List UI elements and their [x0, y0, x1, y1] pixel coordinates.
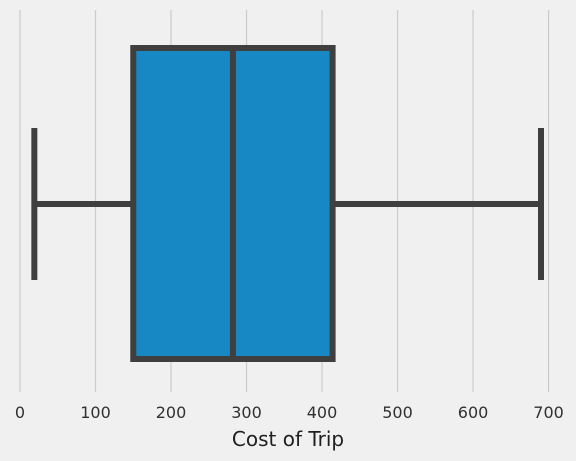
- x-tick-label-600: 600: [458, 403, 489, 422]
- x-tick-label-500: 500: [382, 403, 413, 422]
- x-tick-label-400: 400: [307, 403, 338, 422]
- x-tick-label-0: 0: [15, 403, 25, 422]
- boxplot: [31, 45, 544, 362]
- x-tick-labels: 0 100 200 300 400 500 600 700: [15, 403, 564, 422]
- x-tick-label-200: 200: [156, 403, 187, 422]
- x-tick-label-700: 700: [533, 403, 564, 422]
- x-axis-label: Cost of Trip: [232, 427, 344, 451]
- x-tick-label-100: 100: [80, 403, 111, 422]
- x-tick-label-300: 300: [231, 403, 262, 422]
